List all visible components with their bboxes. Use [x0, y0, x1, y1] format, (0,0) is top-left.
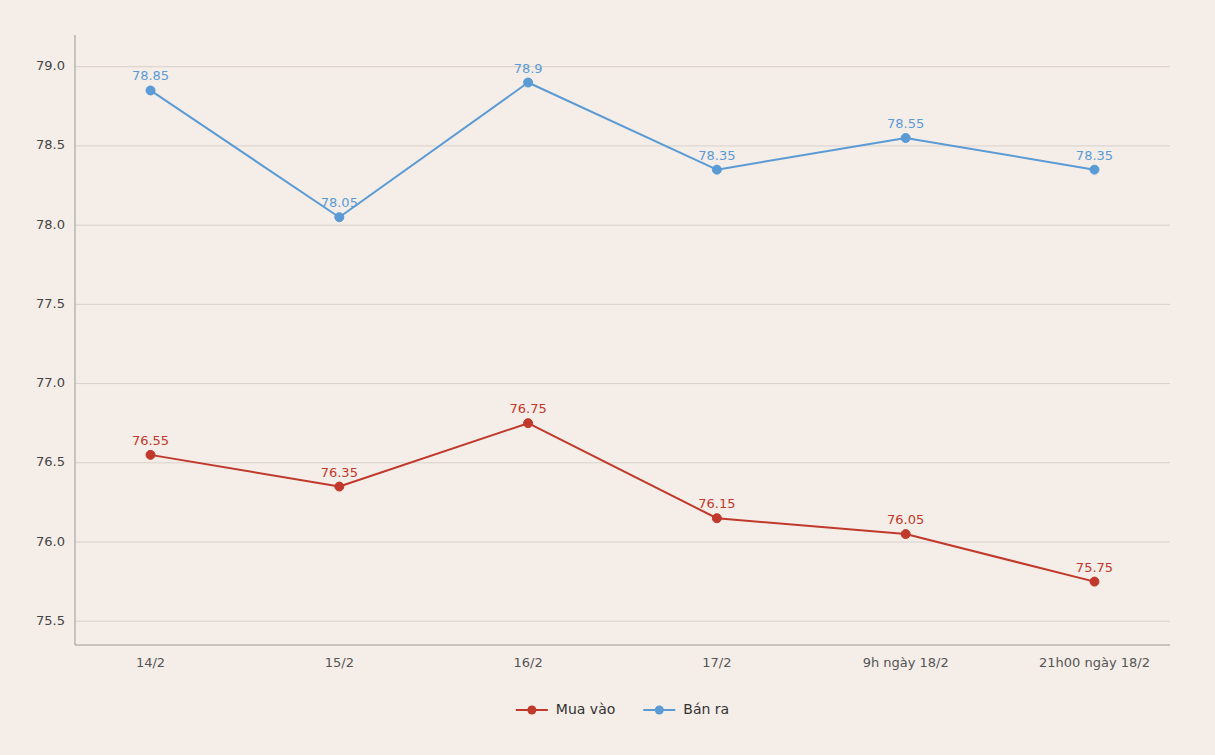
data-label: 75.75	[1076, 560, 1113, 575]
legend-label: Mua vào	[556, 701, 615, 717]
y-tick-label: 78.0	[36, 217, 65, 232]
y-tick-label: 75.5	[36, 613, 65, 628]
series-line	[151, 423, 1095, 581]
y-tick-label: 78.5	[36, 137, 65, 152]
grid-line	[75, 621, 1170, 622]
grid-line	[75, 462, 1170, 463]
series-marker	[335, 213, 344, 222]
series-marker	[1090, 577, 1099, 586]
data-label: 78.05	[321, 195, 358, 210]
series-line	[151, 83, 1095, 218]
series-marker	[146, 86, 155, 95]
legend-marker	[655, 706, 664, 715]
data-label: 76.55	[132, 433, 169, 448]
grid-line	[75, 542, 1170, 543]
legend-item: Mua vào	[516, 701, 615, 717]
plot-data	[146, 78, 1099, 586]
data-labels: 76.55 76.35 76.75 76.15 76.05 75.75 78.85 78.05…	[132, 61, 1113, 575]
grid	[75, 67, 1170, 622]
y-tick-label: 76.5	[36, 454, 65, 469]
series-marker	[335, 482, 344, 491]
y-axis-ticks: 75.5 76.0 76.5 77.0 77.5 78.0 78.5 79.0	[36, 58, 65, 628]
legend-marker	[527, 706, 536, 715]
series-marker	[712, 165, 721, 174]
x-tick-label: 17/2	[702, 655, 731, 670]
data-label: 78.35	[1076, 148, 1113, 163]
grid-line	[75, 66, 1170, 67]
series-marker	[712, 514, 721, 523]
legend: Mua vào Bán ra	[516, 701, 729, 717]
data-label: 76.75	[509, 401, 546, 416]
data-label: 78.85	[132, 68, 169, 83]
y-tick-label: 77.5	[36, 296, 65, 311]
grid-line	[75, 145, 1170, 146]
y-tick-label: 79.0	[36, 58, 65, 73]
x-axis-line	[75, 645, 1170, 646]
data-label: 76.05	[887, 512, 924, 527]
data-label: 78.55	[887, 116, 924, 131]
data-label: 76.35	[321, 465, 358, 480]
legend-label: Bán ra	[683, 701, 729, 717]
x-tick-label: 14/2	[136, 655, 165, 670]
y-tick-label: 77.0	[36, 375, 65, 390]
y-axis-line	[75, 35, 76, 645]
grid-line	[75, 304, 1170, 305]
x-tick-label: 16/2	[514, 655, 543, 670]
series-marker	[146, 450, 155, 459]
series-marker	[901, 133, 910, 142]
x-axis-ticks: 14/2 15/2 16/2 17/2 9h ngày 18/2 21h00 ngày 1…	[136, 655, 1150, 670]
x-tick-label: 15/2	[325, 655, 354, 670]
y-tick-label: 76.0	[36, 534, 65, 549]
grid-line	[75, 383, 1170, 384]
data-label: 78.9	[514, 61, 543, 76]
grid-line	[75, 225, 1170, 226]
series-marker	[524, 78, 533, 87]
chart-container: 75.5 76.0 76.5 77.0 77.5 78.0 78.5 79.0 14/2 15/2…	[0, 0, 1215, 755]
x-tick-label: 9h ngày 18/2	[863, 655, 949, 670]
series-marker	[901, 530, 910, 539]
series-marker	[524, 419, 533, 428]
chart-svg: 75.5 76.0 76.5 77.0 77.5 78.0 78.5 79.0 14/2 15/2…	[0, 0, 1215, 755]
data-label: 78.35	[698, 148, 735, 163]
data-label: 76.15	[698, 496, 735, 511]
legend-item: Bán ra	[643, 701, 729, 717]
series-marker	[1090, 165, 1099, 174]
x-tick-label: 21h00 ngày 18/2	[1039, 655, 1150, 670]
